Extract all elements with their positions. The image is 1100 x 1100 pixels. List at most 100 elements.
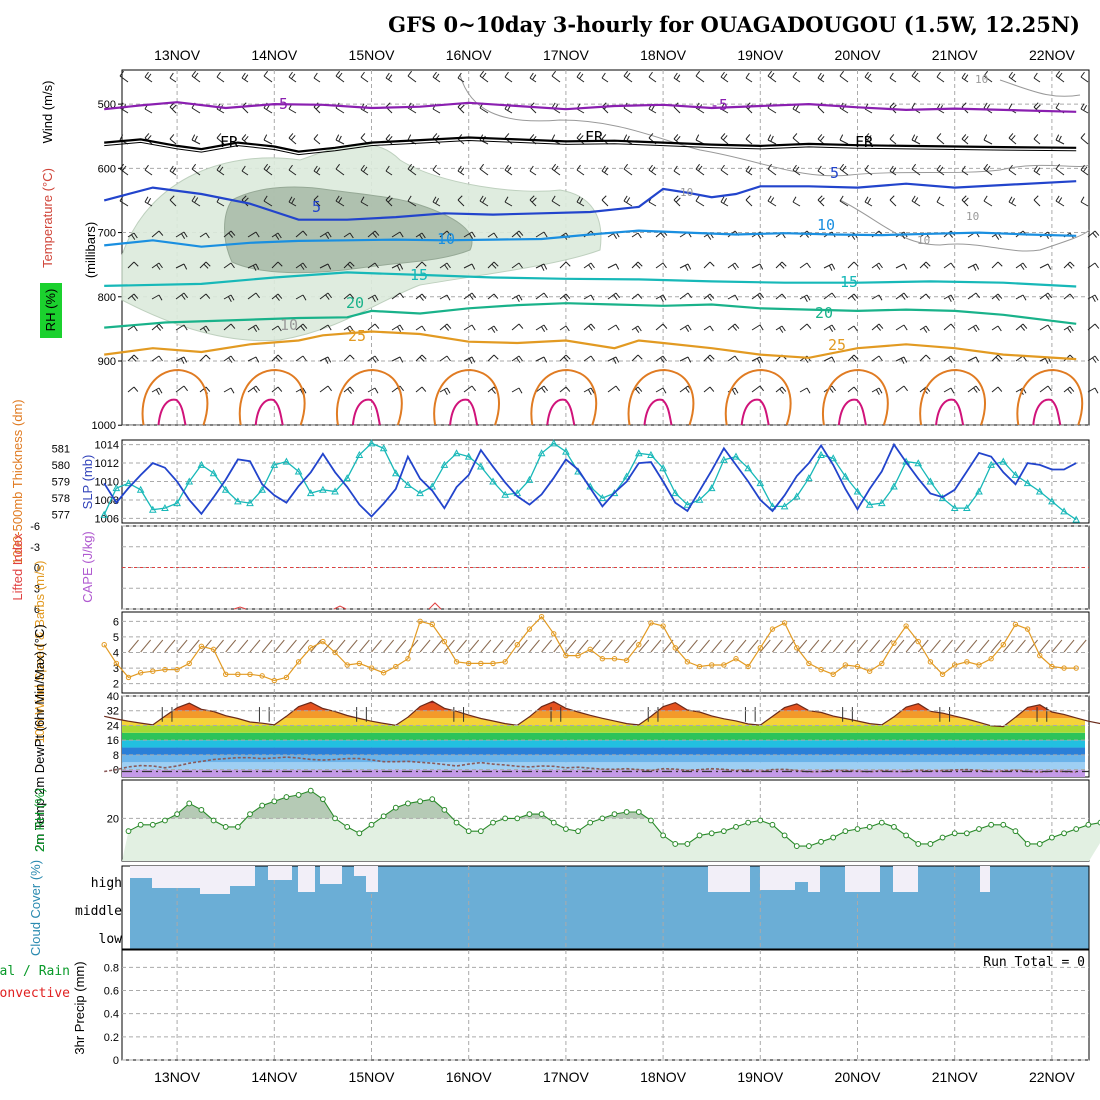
thickness-point xyxy=(1023,479,1032,487)
wind-barb xyxy=(1033,170,1041,176)
wind-barb xyxy=(720,137,729,145)
wind-barb xyxy=(817,77,825,83)
wind-barb xyxy=(127,293,135,300)
wind-barb xyxy=(119,107,129,114)
wind-barb-flag xyxy=(770,72,775,79)
wind-barb-flag xyxy=(230,355,235,362)
wind-barb-flag xyxy=(936,196,941,203)
temp-band xyxy=(122,710,1085,719)
wind-barb xyxy=(775,293,783,300)
wind-barb-flag xyxy=(878,262,883,269)
thickness-point xyxy=(926,477,935,485)
thickness-point xyxy=(598,494,607,502)
rh-point xyxy=(429,796,436,803)
wind-barb-flag xyxy=(734,294,739,301)
wind-barb xyxy=(343,293,351,300)
wind-barb-flag xyxy=(435,73,440,80)
wind-barb xyxy=(864,108,873,114)
wind-barb-flag xyxy=(983,163,988,170)
wind-barb-flag xyxy=(673,72,678,79)
wind-barb-flag xyxy=(1055,70,1060,77)
wind-barb-flag xyxy=(635,327,640,333)
wind-barb xyxy=(199,293,207,300)
wind-barb-flag xyxy=(387,135,393,142)
thickness-point xyxy=(877,499,886,507)
wind-barb-flag xyxy=(673,134,679,140)
wind-barb-flag xyxy=(551,163,556,170)
wind-barb-flag xyxy=(554,165,559,172)
wind-barb xyxy=(1063,261,1071,269)
wind-barb-flag xyxy=(878,355,883,362)
wind-contour-10 xyxy=(999,79,1081,97)
wind-barb xyxy=(511,387,520,393)
thickness-point xyxy=(647,450,655,458)
wind-barb xyxy=(751,356,761,362)
isotherm-35-cell xyxy=(740,398,770,426)
wind-barb xyxy=(792,108,801,114)
wind-barb xyxy=(492,639,504,653)
wind-barb-flag xyxy=(964,74,969,80)
wind-barb xyxy=(456,639,467,653)
wind-barb xyxy=(288,201,297,207)
wind-barb-flag xyxy=(191,70,197,77)
wind-barb xyxy=(648,201,657,207)
wind-barb xyxy=(943,323,952,331)
wind-barb-flag xyxy=(685,387,690,393)
wind-barb xyxy=(839,200,849,207)
wind-barb-flag xyxy=(122,165,127,172)
contour-label: FR xyxy=(585,128,604,146)
wind-barb-flag xyxy=(255,263,260,270)
wind-barb xyxy=(504,639,516,653)
rh-point xyxy=(1073,826,1080,832)
wind-barb xyxy=(784,639,795,653)
wind-barb xyxy=(751,324,761,331)
date-label-bottom: 21NOV xyxy=(932,1069,979,1085)
date-axis-bottom: 13NOV 14NOV 15NOV 16NOV 17NOV 18NOV 19NOV 20NOV… xyxy=(154,1069,1075,1085)
rh-point xyxy=(222,823,229,830)
contour-label: 25 xyxy=(828,336,846,354)
wind-barb xyxy=(391,231,401,238)
wind-barb xyxy=(745,77,753,83)
wind-barb-flag xyxy=(243,197,249,203)
wind-barb xyxy=(391,356,401,362)
wind-barb xyxy=(144,76,153,83)
wind-barb-flag xyxy=(183,231,188,238)
wind-barb xyxy=(175,231,185,238)
wind-speed-point xyxy=(696,663,703,670)
wind-barb-flag xyxy=(493,261,499,267)
wind-barb-flag xyxy=(1080,133,1086,139)
wind-barb xyxy=(241,106,249,114)
wind-barb-flag xyxy=(491,388,496,394)
thickness-point xyxy=(489,477,497,485)
wind-barb-flag xyxy=(770,197,775,203)
thickness-point xyxy=(209,469,218,477)
wind-barb xyxy=(119,75,129,83)
wind-barb-flag xyxy=(407,70,413,77)
wind-barb xyxy=(601,199,609,207)
thickness-point xyxy=(124,479,133,487)
wind-barb-flag xyxy=(864,71,869,78)
wind-barb-flag xyxy=(1047,385,1052,392)
precip-tick-label: 0 xyxy=(113,1055,119,1067)
wind-barb-flag xyxy=(675,135,681,142)
wind-barb-flag xyxy=(637,354,643,360)
thickness-point xyxy=(817,450,825,458)
wind-barb-flag xyxy=(590,262,595,269)
wind-barb-flag xyxy=(662,262,667,269)
wind-barb-flag xyxy=(158,262,163,269)
wind-barb xyxy=(263,139,273,145)
wind-barb xyxy=(983,75,993,83)
wind-barb xyxy=(419,639,431,653)
wind-barb-flag xyxy=(745,165,750,172)
wind-barb-flag xyxy=(867,73,872,80)
slp-tick-label: 1014 xyxy=(95,440,119,452)
wind-barb-flag xyxy=(662,387,667,394)
thickness-point xyxy=(185,477,194,485)
wind-barb xyxy=(775,325,783,331)
wind-tick-label: 6 xyxy=(113,616,119,628)
wind-barb xyxy=(463,356,473,362)
run-total-label: Run Total = 0 xyxy=(983,955,1085,970)
wind-barb xyxy=(839,75,849,83)
wind-barb-flag xyxy=(767,163,772,170)
wind-barb-flag xyxy=(277,261,283,267)
